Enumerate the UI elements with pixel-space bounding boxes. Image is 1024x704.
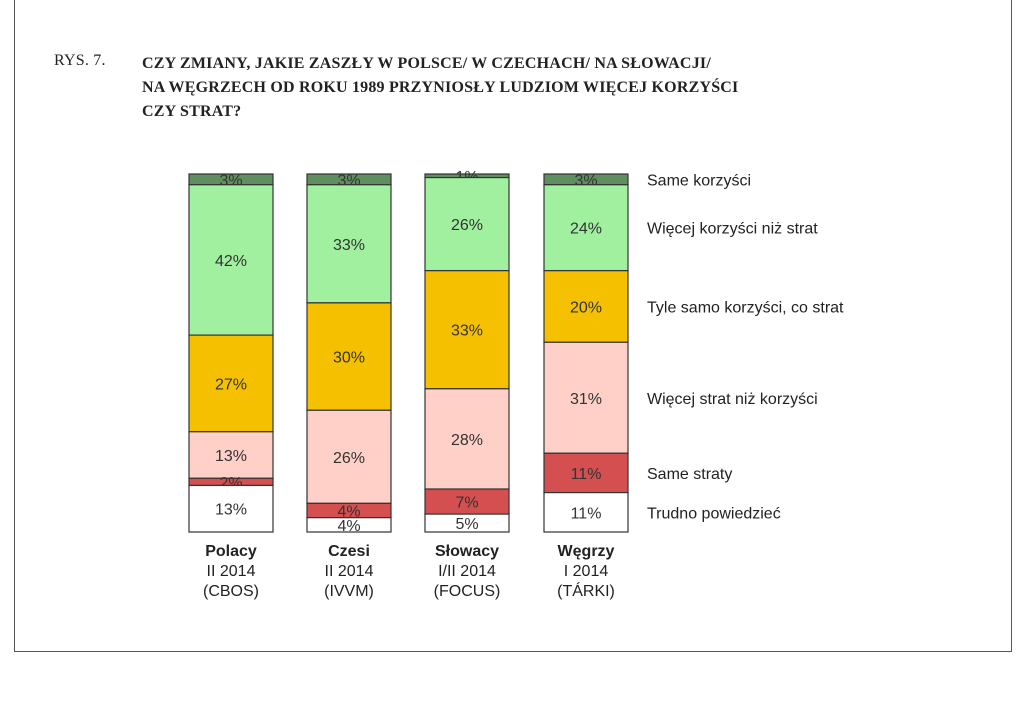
data-label: 33%: [451, 323, 483, 340]
figure-title-line: NA WĘGRZECH OD ROKU 1989 PRZYNIOSŁY LUDZ…: [142, 79, 739, 96]
bar-segment: [543, 184, 629, 272]
bar-segment: [424, 388, 510, 490]
data-label: 4%: [337, 504, 360, 521]
legend-entry: Trudno powiedzieć: [647, 505, 781, 522]
category-period: I 2014: [563, 563, 609, 580]
category-name: Słowacy: [434, 543, 500, 560]
data-label: 4%: [337, 518, 360, 535]
category-name: Polacy: [205, 543, 257, 560]
bar-segment: [188, 431, 274, 479]
category-label: Węgrzy I 2014 (TÁRKI): [521, 542, 651, 602]
data-label: 28%: [451, 432, 483, 449]
category-source: (TÁRKI): [557, 583, 615, 600]
bar-segment: [188, 334, 274, 433]
bar-segment: [306, 409, 392, 504]
legend-entry: Same korzyści: [647, 172, 751, 189]
bar-segment: [188, 184, 274, 336]
figure-label: RYS. 7.: [54, 52, 106, 69]
figure-title-line: CZY STRAT?: [142, 103, 242, 120]
data-label: 11%: [571, 505, 602, 522]
legend-entry: Więcej korzyści niż strat: [647, 221, 818, 238]
figure-frame: [14, 0, 1012, 652]
data-label: 42%: [215, 253, 247, 270]
category-period: I/II 2014: [438, 563, 496, 580]
data-label: 33%: [333, 237, 365, 254]
data-label: 5%: [455, 516, 478, 533]
category-label: Czesi II 2014 (IVVM): [284, 542, 414, 602]
data-label: 11%: [571, 466, 602, 483]
data-label: 31%: [570, 391, 602, 408]
bar-segment: [424, 176, 510, 272]
bar-segment: [188, 484, 274, 533]
category-label: Słowacy I/II 2014 (FOCUS): [402, 542, 532, 602]
bar-segment: [543, 341, 629, 454]
figure-title-line: CZY ZMIANY, JAKIE ZASZŁY W POLSCE/ W CZE…: [142, 55, 711, 72]
legend-entry: Więcej strat niż korzyści: [647, 391, 818, 408]
data-label: 7%: [455, 495, 478, 512]
legend-entry: Same straty: [647, 466, 732, 483]
category-source: (IVVM): [324, 583, 374, 600]
bar-segment: [543, 492, 629, 533]
data-label: 24%: [570, 221, 602, 238]
category-source: (CBOS): [203, 583, 259, 600]
data-label: 13%: [215, 502, 247, 519]
data-label: 30%: [333, 350, 365, 367]
data-label: 26%: [451, 217, 483, 234]
bar-segment: [543, 270, 629, 343]
bar-segment: [424, 270, 510, 390]
bar-segment: [306, 302, 392, 411]
category-name: Czesi: [328, 543, 370, 560]
data-label: 20%: [570, 299, 602, 316]
bar-segment: [543, 452, 629, 494]
legend-entry: Tyle samo korzyści, co strat: [647, 299, 844, 316]
category-source: (FOCUS): [433, 583, 501, 600]
category-name: Węgrzy: [557, 543, 615, 560]
data-label: 27%: [215, 376, 247, 393]
bar-segment: [424, 513, 510, 533]
category-label: Polacy II 2014 (CBOS): [166, 542, 296, 602]
figure-title: CZY ZMIANY, JAKIE ZASZŁY W POLSCE/ W CZE…: [142, 52, 902, 124]
bar-segment: [424, 488, 510, 515]
bar-segment: [306, 517, 392, 533]
category-period: II 2014: [206, 563, 256, 580]
data-label: 26%: [333, 450, 365, 467]
data-label: 13%: [215, 448, 247, 465]
category-period: II 2014: [324, 563, 374, 580]
